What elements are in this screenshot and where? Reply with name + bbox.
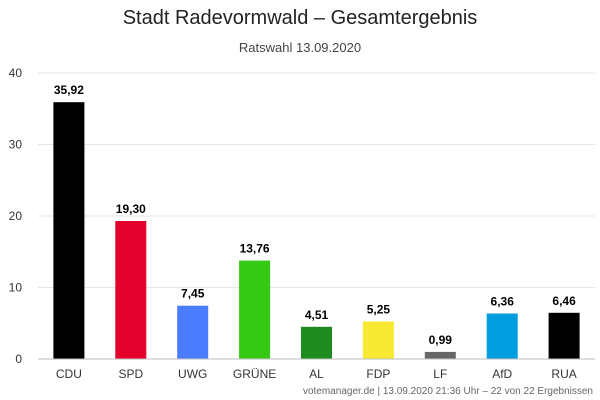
data-label-al: 4,51 [305,308,329,322]
bar-afd[interactable] [486,313,518,360]
y-axis-ticks: 0 10 20 30 40 [9,66,23,366]
y-tick-label: 20 [9,209,23,223]
data-label-lf: 0,99 [429,333,453,347]
data-label-rua: 6,46 [552,294,576,308]
x-tick-label-afd: AfD [492,367,512,381]
bar-spd[interactable] [115,221,147,359]
chart-title: Stadt Radevormwald – Gesamtergebnis [123,7,478,29]
x-tick-label-grüne: GRÜNE [233,367,276,381]
x-tick-label-al: AL [309,367,324,381]
chart-subtitle: Ratswahl 13.09.2020 [239,40,361,55]
data-label-grüne: 13,76 [240,242,270,256]
x-tick-label-fdp: FDP [366,367,390,381]
x-tick-label-rua: RUA [551,367,576,381]
bars [53,102,580,360]
x-tick-label-spd: SPD [118,367,143,381]
x-tick-label-cdu: CDU [56,367,82,381]
footer-credits[interactable]: votemanager.de | 13.09.2020 21:36 Uhr – … [303,386,593,397]
bar-rua[interactable] [548,312,580,359]
x-axis-ticks: CDU SPD UWG GRÜNE AL FDP LF AfD RUA [56,367,577,381]
data-label-cdu: 35,92 [54,83,84,97]
bar-al[interactable] [301,326,332,359]
data-label-spd: 19,30 [116,202,146,216]
y-tick-label: 30 [9,138,23,152]
x-tick-label-lf: LF [433,367,447,381]
bar-grüne[interactable] [239,260,271,359]
y-tick-label: 40 [9,66,23,80]
data-label-afd: 6,36 [491,295,515,309]
data-label-uwg: 7,45 [181,287,205,301]
gridlines [38,72,595,288]
bar-lf[interactable] [424,351,456,359]
bar-uwg[interactable] [177,305,209,359]
data-label-fdp: 5,25 [367,303,391,317]
y-tick-label: 0 [15,352,22,366]
bar-cdu[interactable] [53,102,85,359]
x-tick-label-uwg: UWG [178,367,207,381]
data-labels: 35,92 19,30 7,45 13,76 4,51 5,25 0,99 6,36 6,46 [54,83,576,347]
bar-fdp[interactable] [362,321,394,360]
y-tick-label: 10 [9,281,23,295]
